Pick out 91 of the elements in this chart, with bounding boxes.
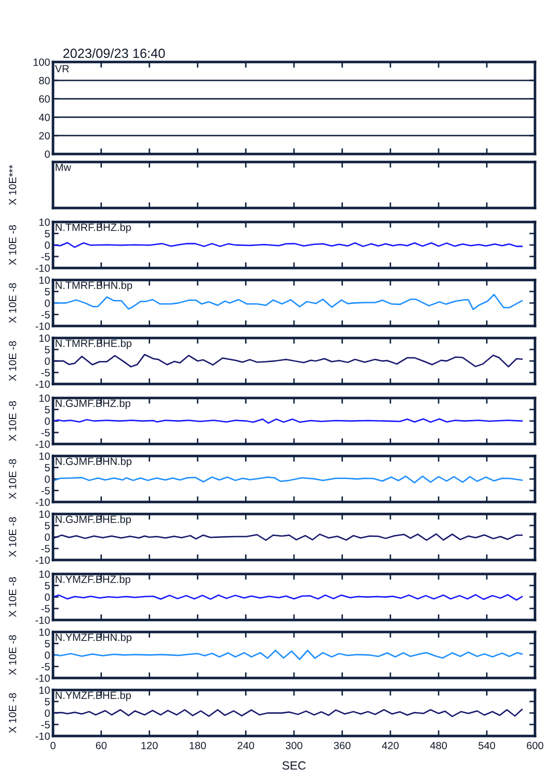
- y-tick-label: 20: [39, 132, 50, 140]
- y-tick-label: 0: [44, 300, 50, 307]
- x-axis-title: SEC: [282, 761, 306, 770]
- y-tick-label: -5: [41, 605, 50, 612]
- chart-title: N.GJMF.BHZ.bp: [56, 399, 130, 410]
- y-axis-title: X 10E -8: [8, 225, 16, 266]
- x-tick-label: 240: [238, 742, 254, 750]
- chart-title: N.TMRF.BHE.bp: [56, 339, 132, 350]
- y-axis-title: X 10E -8: [8, 283, 16, 324]
- chart-title: N.GJMF.BHN.bp: [56, 457, 132, 468]
- y-tick-label: 10: [39, 510, 50, 518]
- y-tick-label: 0: [44, 534, 50, 541]
- y-tick-label: -5: [41, 429, 50, 436]
- text: 2023/09/23 16:40: [63, 48, 165, 58]
- y-tick-label: 0: [44, 242, 50, 249]
- y-axis-title: X 10E -8: [8, 577, 16, 618]
- line-series: [53, 294, 523, 310]
- x-tick-label: 480: [430, 742, 447, 750]
- x-tick-label: 0: [50, 742, 56, 750]
- y-tick-label: 10: [39, 686, 50, 694]
- x-tick-label: 120: [142, 742, 158, 750]
- text: X 10E***: [8, 164, 16, 206]
- y-tick-label: -10: [36, 556, 50, 564]
- chart-title: N.TMRF.BHN.bp: [56, 281, 132, 292]
- y-tick-label: 10: [39, 334, 50, 342]
- y-tick-label: 40: [38, 114, 50, 122]
- y-tick-label: -5: [41, 369, 50, 376]
- y-tick-label: -5: [41, 663, 50, 670]
- y-tick-label: 10: [39, 218, 50, 226]
- x-tick-label: 60: [96, 742, 107, 750]
- x-tick-label: 600: [526, 742, 544, 750]
- y-tick-label: 5: [44, 522, 50, 530]
- line-series: [53, 533, 523, 541]
- text: Mw: [56, 164, 72, 171]
- line-series: [53, 476, 523, 484]
- y-tick-label: -5: [41, 311, 50, 318]
- y-tick-label: -10: [36, 264, 50, 272]
- chart-title: N.YMZF.BHE.bp: [56, 691, 131, 702]
- y-axis-title: X 10E -8: [8, 517, 16, 558]
- y-tick-label: 10: [39, 628, 50, 636]
- y-tick-label: 100: [34, 58, 50, 66]
- x-tick-label: 360: [334, 742, 350, 750]
- y-tick-label: 5: [44, 346, 50, 354]
- x-tick-label: 540: [478, 742, 496, 750]
- y-tick-label: 0: [44, 652, 50, 659]
- y-tick-label: 0: [44, 476, 50, 483]
- y-tick-label: 0: [44, 150, 50, 158]
- y-tick-label: 5: [44, 640, 50, 648]
- y-tick-label: 5: [44, 464, 50, 472]
- y-tick-label: 0: [44, 418, 50, 425]
- y-axis-title: X 10E -8: [8, 401, 16, 442]
- y-axis-title: X 10E -8: [8, 693, 16, 734]
- y-tick-label: 0: [44, 710, 50, 717]
- y-tick-label: -5: [41, 253, 50, 260]
- y-tick-label: -5: [41, 721, 50, 728]
- y-axis-title: X 10E -8: [8, 459, 16, 500]
- chart-title: VR: [54, 65, 69, 72]
- y-tick-label: 5: [44, 582, 50, 590]
- y-tick-label: 0: [44, 594, 50, 601]
- y-tick-label: -10: [36, 498, 50, 506]
- y-axis-title: X 10E -8: [8, 341, 16, 382]
- y-tick-label: 10: [39, 394, 50, 402]
- y-tick-label: -10: [36, 440, 50, 448]
- y-tick-label: 5: [44, 406, 50, 414]
- x-tick-label: 420: [382, 742, 399, 750]
- line-series: [53, 354, 523, 368]
- y-tick-label: -10: [36, 616, 50, 624]
- y-tick-label: 0: [44, 358, 50, 365]
- chart-title: N.YMZF.BHN.bp: [56, 633, 132, 644]
- y-tick-label: -10: [36, 674, 50, 682]
- y-tick-label: -5: [41, 545, 50, 552]
- y-tick-label: 10: [39, 452, 50, 460]
- chart-title: N.GJMF.BHE.bp: [56, 515, 131, 526]
- y-tick-label: -10: [36, 732, 50, 740]
- x-tick-label: 300: [286, 742, 302, 750]
- y-tick-label: 5: [44, 288, 50, 296]
- y-tick-label: 80: [39, 76, 50, 84]
- chart-title: N.TMRF.BHZ.bp: [56, 223, 131, 234]
- x-tick-label: 180: [190, 742, 206, 750]
- line-series: [53, 650, 523, 660]
- y-tick-label: 60: [39, 95, 50, 103]
- chart-title: N.YMZF.BHZ.bp: [56, 575, 130, 586]
- y-tick-label: 5: [44, 230, 50, 238]
- y-tick-label: 5: [44, 698, 50, 706]
- y-axis-title: X 10E -8: [8, 635, 16, 676]
- y-tick-label: 10: [39, 276, 50, 284]
- line-series: [53, 708, 523, 718]
- y-tick-label: -10: [36, 380, 50, 388]
- y-tick-label: -5: [41, 487, 50, 494]
- y-tick-label: 10: [39, 570, 50, 578]
- y-tick-label: -10: [36, 322, 50, 330]
